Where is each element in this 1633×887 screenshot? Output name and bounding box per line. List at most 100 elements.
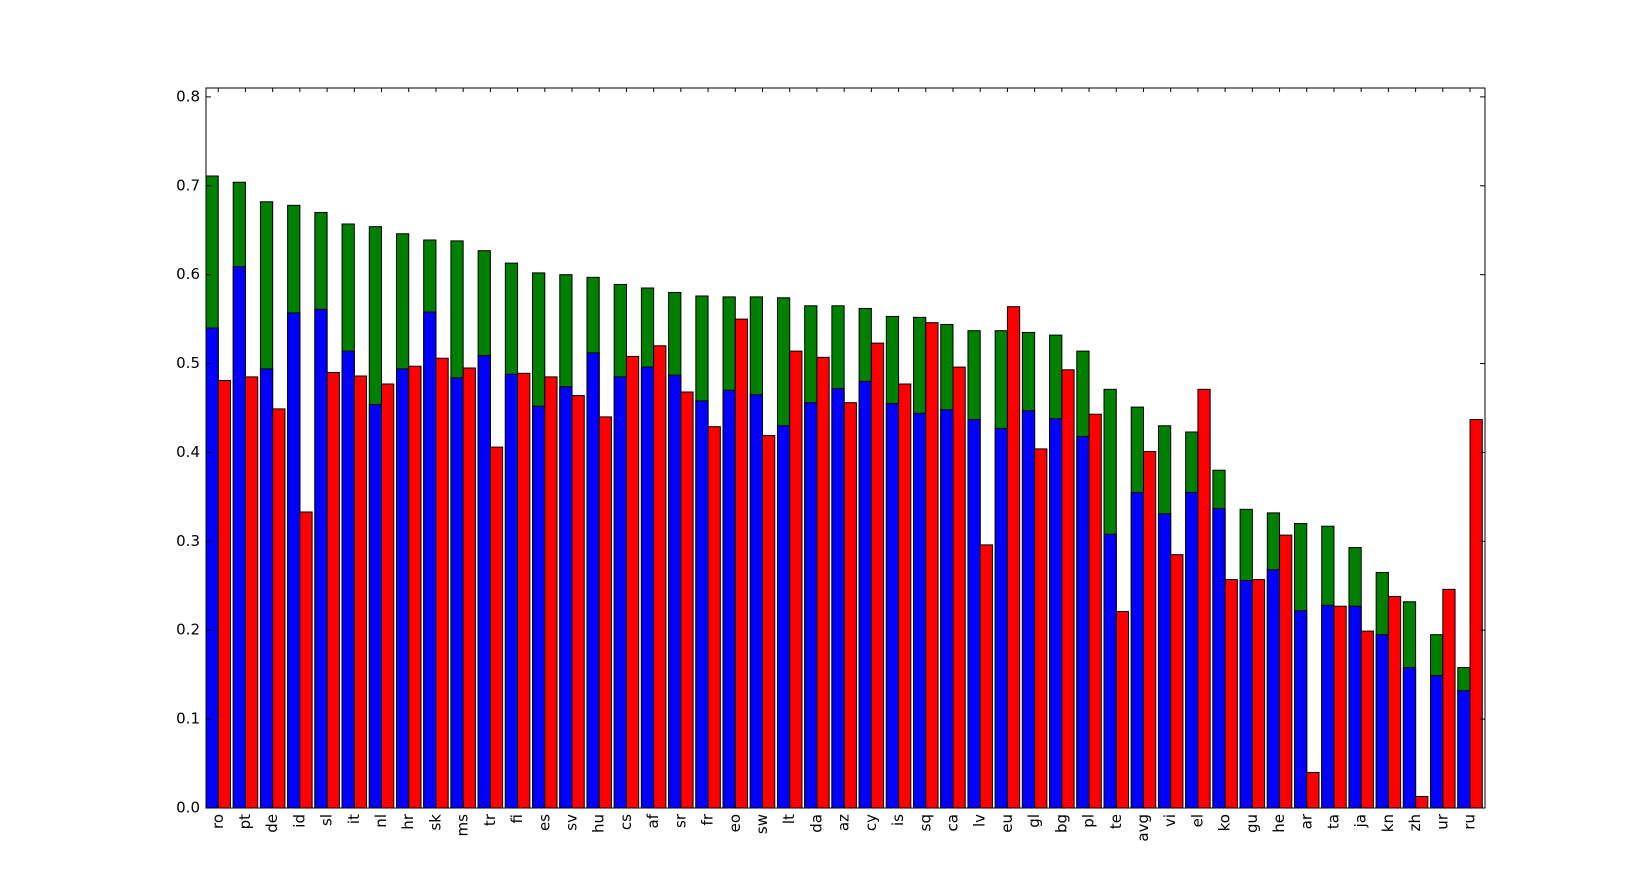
x-tick-label: lt: [780, 814, 798, 824]
bar-blue-pl: [1076, 435, 1090, 809]
bar-red-ta: [1333, 605, 1347, 809]
bar-red-ja: [1360, 630, 1374, 809]
x-tick-label: ur: [1433, 813, 1451, 830]
bar-blue-ca: [940, 409, 954, 809]
x-tick-label: cs: [617, 814, 635, 830]
bar-red-ko: [1224, 579, 1238, 809]
x-tick-label: cy: [862, 814, 880, 831]
bar-blue-az: [831, 387, 845, 809]
x-tick-label: el: [1188, 814, 1206, 827]
bar-blue-zh: [1402, 667, 1417, 809]
axes-layer: ro pt de id sl it nl hr sk ms tr fi es sv hu cs af sr fr eo…: [176, 87, 1485, 842]
bar-blue-sv: [559, 386, 573, 809]
bar-blue-id: [287, 312, 301, 809]
bar-blue-is: [885, 403, 900, 809]
bar-red-ms: [462, 367, 476, 809]
bar-red-vi: [1170, 554, 1184, 809]
x-tick-label: avg: [1134, 814, 1152, 842]
x-tick-label: hr: [399, 813, 417, 830]
bar-blue-fi: [504, 373, 519, 809]
bar-blue-he: [1266, 569, 1281, 809]
bar-blue-cy: [858, 380, 872, 809]
x-tick-label: da: [807, 814, 825, 833]
bar-blue-ur: [1430, 675, 1444, 809]
y-tick-label: 0.8: [176, 87, 200, 105]
x-tick-label: sk: [426, 814, 444, 831]
bar-red-eo: [734, 318, 749, 809]
bar-red-ur: [1442, 588, 1456, 809]
bar-red-bg: [1061, 369, 1075, 809]
x-tick-label: sl: [318, 814, 336, 826]
bar-red-el: [1197, 388, 1211, 809]
bar-blue-sl: [314, 308, 328, 809]
x-tick-label: sv: [563, 814, 581, 831]
x-tick-label: tr: [481, 813, 499, 826]
bar-red-ca: [952, 366, 966, 809]
bar-blue-ro: [205, 327, 219, 809]
bar-red-eu: [1006, 306, 1021, 809]
bar-blue-af: [640, 366, 655, 809]
x-tick-label: ja: [1352, 814, 1370, 828]
bar-red-fr: [707, 426, 721, 809]
bar-blue-hu: [586, 352, 600, 809]
bar-blue-ru: [1457, 690, 1471, 809]
bar-red-ar: [1306, 771, 1320, 809]
y-tick-label: 0.1: [176, 710, 200, 728]
bar-red-lv: [979, 544, 993, 809]
bar-blue-nl: [368, 403, 383, 809]
bar-red-sq: [925, 322, 939, 809]
x-tick-label: sr: [671, 813, 689, 828]
x-tick-label: ko: [1216, 814, 1234, 831]
x-tick-label: gl: [1025, 814, 1043, 828]
x-tick-label: eo: [726, 814, 744, 832]
bar-red-hr: [408, 365, 422, 809]
x-tick-label: sq: [916, 814, 934, 831]
x-tick-label: eu: [998, 814, 1016, 833]
bar-red-nl: [381, 383, 395, 809]
bar-blue-fr: [695, 400, 709, 809]
bar-blue-ko: [1212, 507, 1226, 809]
bar-red-te: [1115, 611, 1130, 809]
x-tick-label: es: [535, 814, 553, 831]
bar-blue-ja: [1348, 605, 1362, 809]
y-tick-label: 0.6: [176, 265, 200, 283]
x-tick-label: fi: [508, 814, 526, 823]
bar-red-avg: [1142, 451, 1157, 809]
bars-layer: [205, 175, 1483, 809]
bar-blue-da: [804, 402, 818, 809]
bar-red-tr: [489, 446, 504, 809]
bar-red-he: [1279, 534, 1293, 809]
bar-blue-kn: [1375, 634, 1389, 809]
bar-blue-avg: [1130, 491, 1144, 809]
bar-blue-lt: [776, 425, 791, 809]
bar-blue-it: [341, 350, 355, 809]
x-tick-label: he: [1270, 814, 1288, 833]
x-tick-label: ar: [1297, 813, 1315, 829]
bar-red-af: [653, 345, 667, 809]
x-tick-label: af: [644, 813, 662, 828]
y-tick-label: 0.2: [176, 621, 200, 639]
bar-blue-te: [1103, 533, 1117, 809]
bar-blue-gu: [1239, 579, 1253, 809]
x-tick-label: te: [1107, 814, 1125, 829]
bar-blue-tr: [477, 355, 491, 809]
bar-red-pt: [244, 376, 259, 809]
x-tick-label: pt: [236, 814, 254, 830]
bar-red-hu: [598, 416, 612, 809]
x-tick-label: zh: [1406, 814, 1424, 831]
x-tick-label: ms: [454, 814, 472, 837]
y-tick-label: 0.4: [176, 443, 200, 461]
bar-blue-es: [532, 405, 546, 809]
x-tick-label: is: [889, 814, 907, 826]
bar-blue-el: [1185, 491, 1199, 809]
x-tick-label: lv: [971, 814, 989, 827]
y-tick-label: 0.0: [176, 799, 200, 817]
x-tick-label: vi: [1161, 814, 1179, 827]
bar-blue-sr: [668, 374, 682, 809]
bar-red-zh: [1415, 795, 1429, 809]
bar-blue-vi: [1157, 513, 1172, 809]
bar-red-ru: [1469, 419, 1483, 809]
x-tick-label: kn: [1379, 814, 1397, 832]
bar-blue-eo: [722, 389, 736, 809]
